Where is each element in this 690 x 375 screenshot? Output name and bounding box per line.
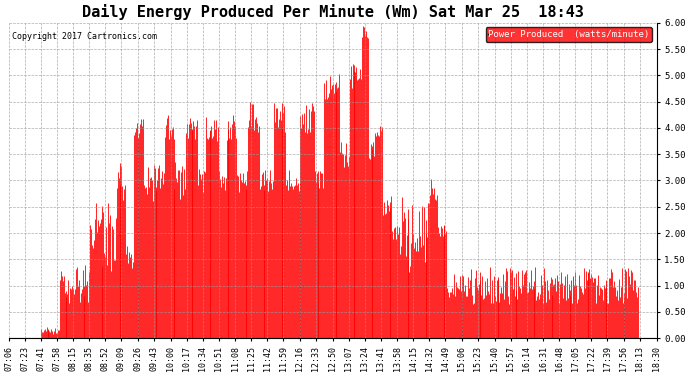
Legend: Power Produced  (watts/minute): Power Produced (watts/minute) bbox=[486, 27, 652, 42]
Text: Copyright 2017 Cartronics.com: Copyright 2017 Cartronics.com bbox=[12, 32, 157, 41]
Title: Daily Energy Produced Per Minute (Wm) Sat Mar 25  18:43: Daily Energy Produced Per Minute (Wm) Sa… bbox=[81, 4, 584, 20]
